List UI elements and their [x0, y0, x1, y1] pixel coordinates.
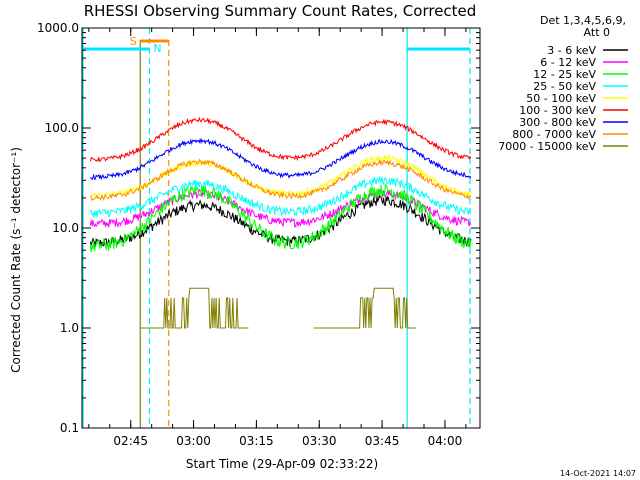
legend-entry-label: 12 - 25 keV — [533, 68, 596, 81]
x-axis-label: Start Time (29-Apr-09 02:33:22) — [186, 457, 378, 471]
y-tick-label: 100.0 — [45, 121, 79, 135]
series-line-7000-15000-keV — [313, 287, 417, 329]
orbit-markers: SN — [82, 28, 471, 428]
legend-entry-label: 6 - 12 keV — [540, 56, 596, 69]
y-tick-label: 1.0 — [60, 321, 79, 335]
legend-entry-label: 25 - 50 keV — [533, 80, 596, 93]
chart-title: RHESSI Observing Summary Count Rates, Co… — [84, 2, 477, 20]
x-tick-label: 03:00 — [176, 434, 211, 448]
x-tick-label: 02:45 — [113, 434, 148, 448]
x-tick-label: 04:00 — [428, 434, 463, 448]
x-axis: 02:45 03:00 03:15 03:30 03:45 04:00 — [88, 28, 467, 448]
series-line-800-7000-keV — [89, 158, 472, 202]
series-line-12-25-keV — [89, 183, 472, 253]
x-tick-label: 03:45 — [365, 434, 400, 448]
y-axis: 1000.0 100.0 10.0 1.0 0.1 — [37, 21, 480, 435]
legend-entry-label: 300 - 800 keV — [519, 116, 596, 129]
night-label: N — [153, 42, 161, 55]
y-axis-label: Corrected Count Rate (s⁻¹ detector⁻¹) — [9, 147, 23, 373]
series-lines — [89, 116, 472, 329]
y-tick-label: 1000.0 — [37, 21, 79, 35]
legend-entry-label: 7000 - 15000 keV — [498, 140, 596, 153]
series-line-25-50-keV — [89, 176, 472, 219]
legend-header-line-2: Att 0 — [584, 26, 610, 39]
series-line-100-300-keV — [89, 116, 472, 163]
legend-entry-label: 3 - 6 keV — [547, 44, 596, 57]
x-tick-label: 03:15 — [239, 434, 274, 448]
y-tick-label: 0.1 — [60, 421, 79, 435]
saa-label: S — [130, 35, 137, 48]
legend-header-line-1: Det 1,3,4,5,6,9, — [540, 14, 626, 27]
series-line-7000-15000-keV — [140, 287, 249, 329]
legend-entry-label: 50 - 100 keV — [526, 92, 596, 105]
timestamp: 14-Oct-2021 14:07 — [560, 469, 636, 478]
series-line-300-800-keV — [89, 137, 472, 181]
x-tick-label: 03:30 — [302, 434, 337, 448]
legend-entry-label: 800 - 7000 keV — [512, 128, 596, 141]
legend-entry-label: 100 - 300 keV — [519, 104, 596, 117]
y-tick-label: 10.0 — [52, 221, 79, 235]
